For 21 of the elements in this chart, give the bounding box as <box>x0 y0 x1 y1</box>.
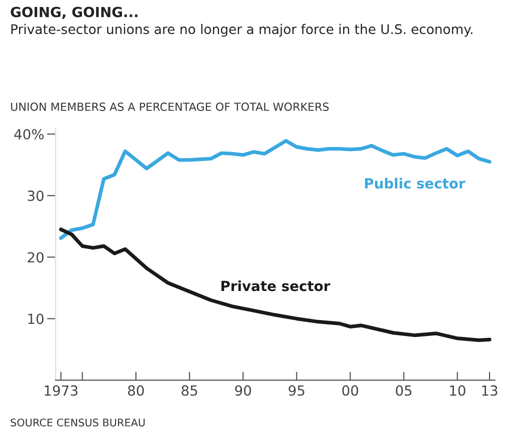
x-tick-label: 10 <box>450 385 466 396</box>
series-label: Public sector <box>365 178 466 189</box>
x-tick-label: 90 <box>235 385 251 396</box>
line-series <box>59 228 492 342</box>
x-tick-label: 00 <box>342 385 358 396</box>
x-tick-label: 05 <box>396 385 412 396</box>
source-note: SOURCE CENSUS BUREAU <box>10 418 145 426</box>
series-label: Private sector <box>221 280 330 292</box>
x-tick-label: 13 <box>482 385 498 396</box>
y-tick-label: 40% <box>14 129 44 140</box>
chart-subtitle: Private-sector unions are no longer a major force in the U.S. economy. <box>11 24 472 37</box>
x-tick-label: 85 <box>182 385 198 396</box>
x-tick-label: 1973 <box>44 385 78 396</box>
x-tick-label: 95 <box>288 385 304 396</box>
y-tick-label: 20 <box>28 252 44 263</box>
y-axis-title: UNION MEMBERS AS A PERCENTAGE OF TOTAL WORKERS <box>11 102 329 111</box>
y-tick-label: 30 <box>28 190 44 202</box>
y-tick-label: 10 <box>28 314 44 324</box>
chart-title: GOING, GOING... <box>10 6 138 20</box>
x-tick-label: 80 <box>128 385 144 396</box>
line-series <box>59 139 492 240</box>
